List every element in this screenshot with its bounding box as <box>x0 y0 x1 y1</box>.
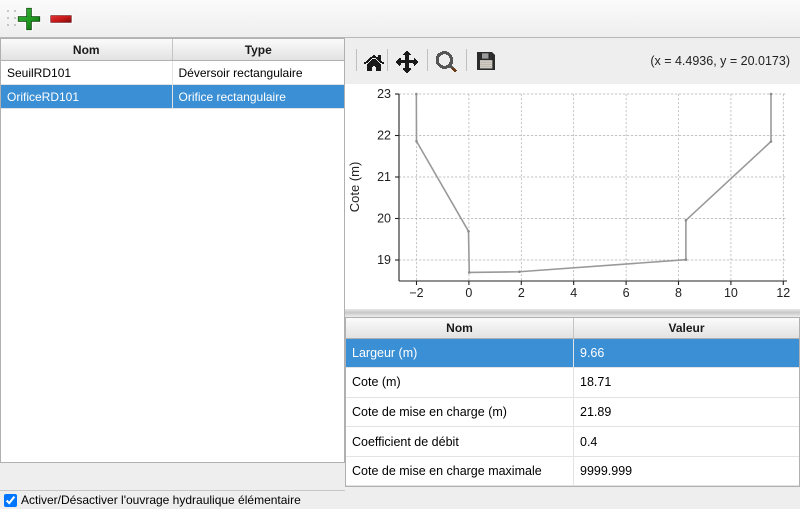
svg-text:0: 0 <box>465 286 472 300</box>
svg-text:−2: −2 <box>409 286 423 300</box>
svg-text:10: 10 <box>724 286 738 300</box>
svg-text:20: 20 <box>377 212 391 226</box>
svg-text:4: 4 <box>570 286 577 300</box>
svg-text:Cote (m): Cote (m) <box>347 162 362 213</box>
svg-text:8: 8 <box>675 286 682 300</box>
svg-text:2: 2 <box>518 286 525 300</box>
svg-text:22: 22 <box>377 129 391 143</box>
svg-text:6: 6 <box>623 286 630 300</box>
svg-text:19: 19 <box>377 253 391 267</box>
svg-text:23: 23 <box>377 87 391 101</box>
svg-text:21: 21 <box>377 170 391 184</box>
svg-text:12: 12 <box>776 286 790 300</box>
